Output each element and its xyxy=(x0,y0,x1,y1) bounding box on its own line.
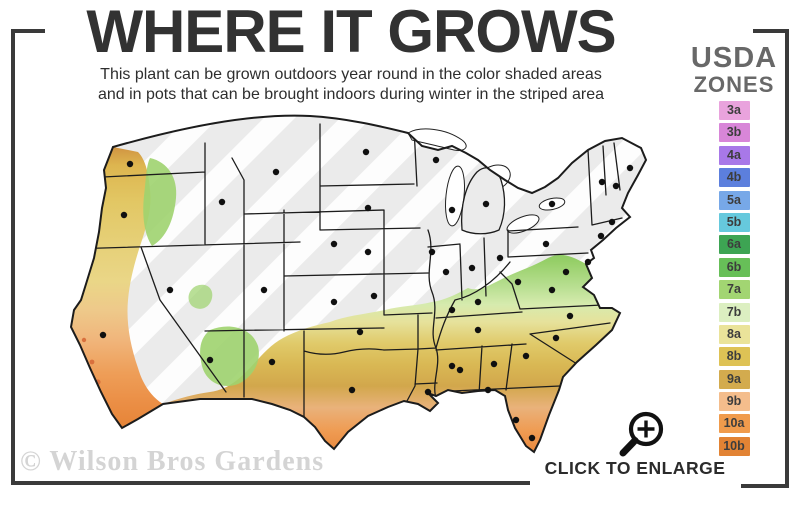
frame-top-left-tick xyxy=(11,29,45,33)
legend-title-zones: ZONES xyxy=(693,72,775,97)
legend-zone-8a: 8a xyxy=(718,324,750,344)
legend-zone-10a: 10a xyxy=(718,414,750,434)
usda-zones-legend: USDA ZONES 3a 3b 4a 4b 5a 5b 6a 6b 7a 7b 8a 8b 9a 9b 1… xyxy=(684,44,784,459)
michigan-mitten xyxy=(460,167,506,235)
subtitle-line-2: and in pots that can be brought indoors … xyxy=(97,86,605,103)
usda-zone-list: 3a 3b 4a 4b 5a 5b 6a 6b 7a 7b 8a 8b 9a 9b 10a 10b xyxy=(684,101,784,456)
copyright-watermark: © Wilson Bros Gardens xyxy=(20,446,325,477)
state-dots xyxy=(99,148,634,442)
legend-zone-8b: 8b xyxy=(718,347,750,367)
legend-zone-9b: 9b xyxy=(718,392,750,412)
subtitle: This plant can be grown outdoors year ro… xyxy=(12,65,690,105)
legend-zone-6b: 6b xyxy=(718,257,750,277)
frame-bottom-border xyxy=(11,481,530,485)
legend-zone-7b: 7b xyxy=(718,302,750,322)
lake-superior xyxy=(407,128,467,151)
frame-right-border xyxy=(785,29,789,488)
map-color-region-south xyxy=(163,254,620,452)
click-to-enlarge-label[interactable]: CLICK TO ENLARGE xyxy=(544,458,726,478)
legend-zone-4a: 4a xyxy=(718,145,750,165)
legend-zone-5a: 5a xyxy=(718,190,750,210)
legend-zone-7a: 7a xyxy=(718,280,750,300)
legend-zone-3b: 3b xyxy=(718,123,750,143)
state-borders xyxy=(71,123,623,419)
subtitle-line-1: This plant can be grown outdoors year ro… xyxy=(100,66,602,83)
frame-top-right-tick xyxy=(753,29,789,33)
legend-zone-3a: 3a xyxy=(718,101,750,120)
legend-zone-9a: 9a xyxy=(718,369,750,389)
page-title: WHERE IT GROWS xyxy=(86,0,616,65)
zoom-in-magnifier-icon[interactable] xyxy=(608,402,672,462)
header: WHERE IT GROWS This plant can be grown o… xyxy=(12,0,690,105)
legend-zone-5b: 5b xyxy=(718,212,750,232)
frame-left-border xyxy=(11,29,15,485)
legend-title-usda: USDA xyxy=(690,42,778,74)
legend-zone-6a: 6a xyxy=(718,235,750,255)
frame-bottom-right-tick xyxy=(741,484,789,488)
legend-zone-10b: 10b xyxy=(718,436,750,456)
legend-zone-4b: 4b xyxy=(718,168,750,188)
